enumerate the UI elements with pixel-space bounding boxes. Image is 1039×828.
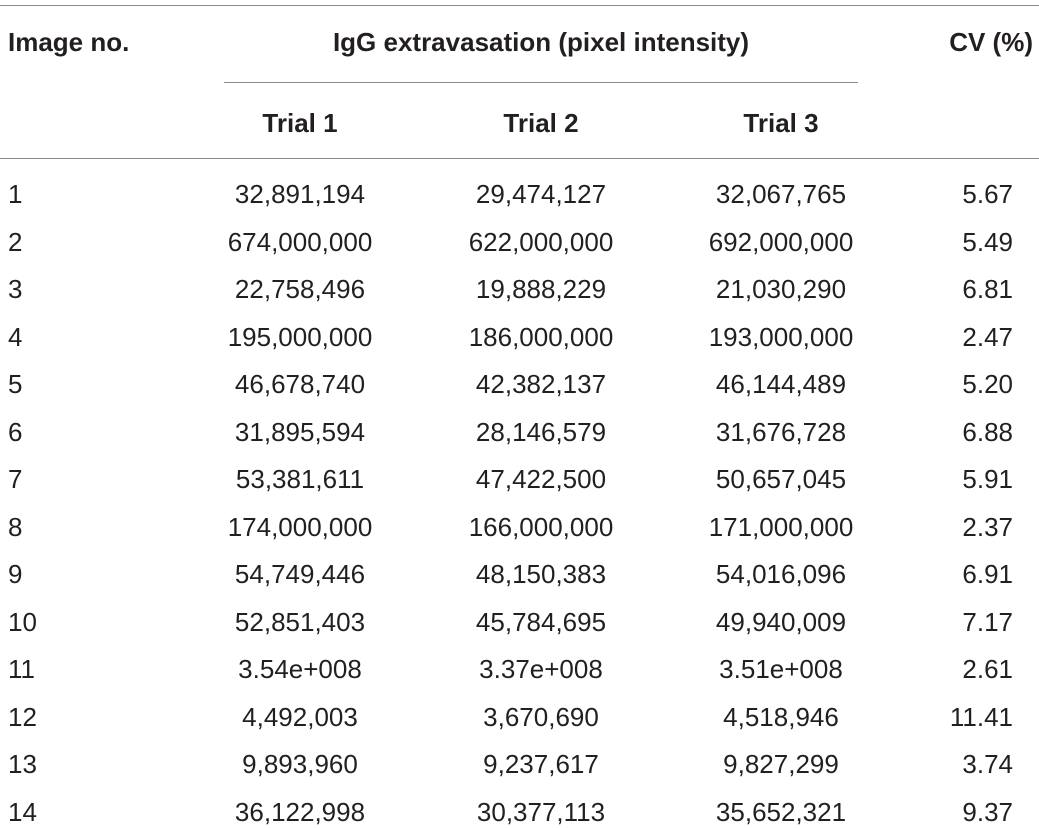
cell-cv: 2.61: [962, 654, 1013, 684]
cell-trial-1: 36,122,998: [234, 797, 366, 827]
cell-cv: 2.47: [962, 322, 1013, 352]
cell-image-no: 10: [8, 607, 37, 637]
cell-cv: 5.67: [962, 179, 1013, 209]
cell-trial-1: 195,000,000: [227, 322, 373, 352]
cell-trial-1: 31,895,594: [234, 417, 366, 447]
cell-trial-1: 4,492,003: [242, 702, 358, 732]
cell-trial-2: 48,150,383: [475, 559, 607, 589]
cell-cv: 5.49: [962, 227, 1013, 257]
cell-trial-2: 3.37e+008: [479, 654, 603, 684]
cell-trial-3: 54,016,096: [715, 559, 847, 589]
cell-trial-3: 171,000,000: [708, 512, 854, 542]
cell-image-no: 7: [8, 464, 23, 494]
header-igg-extravasation: IgG extravasation (pixel intensity): [332, 27, 750, 57]
cell-trial-3: 9,827,299: [723, 749, 839, 779]
group-header-rule: [224, 82, 858, 83]
cell-trial-3: 32,067,765: [715, 179, 847, 209]
cell-cv: 6.91: [962, 559, 1013, 589]
cell-trial-2: 45,784,695: [475, 607, 607, 637]
cell-cv: 11.41: [949, 702, 1013, 732]
cell-trial-1: 174,000,000: [227, 512, 373, 542]
cell-trial-2: 186,000,000: [468, 322, 614, 352]
cell-image-no: 9: [8, 559, 23, 589]
cell-trial-1: 9,893,960: [242, 749, 358, 779]
cell-image-no: 5: [8, 369, 23, 399]
cell-trial-3: 31,676,728: [715, 417, 847, 447]
cell-trial-3: 35,652,321: [715, 797, 847, 827]
cell-trial-2: 622,000,000: [468, 227, 614, 257]
cell-trial-2: 19,888,229: [475, 274, 607, 304]
header-image-no: Image no.: [8, 27, 130, 57]
header-bottom-rule: [0, 158, 1039, 159]
cell-cv: 2.37: [962, 512, 1013, 542]
cell-trial-2: 28,146,579: [475, 417, 607, 447]
cell-cv: 6.88: [962, 417, 1013, 447]
cell-trial-3: 193,000,000: [708, 322, 854, 352]
cell-trial-1: 46,678,740: [234, 369, 366, 399]
table-top-rule: [0, 5, 1039, 6]
cell-trial-1: 674,000,000: [227, 227, 373, 257]
header-cv: CV (%): [949, 27, 1033, 57]
cell-trial-2: 9,237,617: [483, 749, 599, 779]
cell-image-no: 14: [8, 797, 37, 827]
cell-cv: 3.74: [962, 749, 1013, 779]
cell-trial-2: 166,000,000: [468, 512, 614, 542]
cell-trial-2: 29,474,127: [475, 179, 607, 209]
cell-cv: 6.81: [962, 274, 1013, 304]
header-trial-2: Trial 2: [503, 108, 579, 138]
header-trial-3: Trial 3: [743, 108, 819, 138]
cell-trial-1: 53,381,611: [235, 464, 365, 494]
header-trial-1: Trial 1: [262, 108, 338, 138]
cell-trial-1: 22,758,496: [234, 274, 366, 304]
cell-trial-3: 4,518,946: [723, 702, 839, 732]
cell-cv: 7.17: [962, 607, 1013, 637]
cell-image-no: 1: [8, 179, 23, 209]
cell-cv: 5.91: [962, 464, 1013, 494]
cell-trial-3: 49,940,009: [715, 607, 847, 637]
cell-trial-3: 46,144,489: [715, 369, 847, 399]
cell-trial-2: 3,670,690: [483, 702, 599, 732]
cell-trial-2: 30,377,113: [476, 797, 606, 827]
cell-trial-3: 50,657,045: [715, 464, 847, 494]
cell-image-no: 13: [8, 749, 37, 779]
cell-image-no: 2: [8, 227, 23, 257]
cell-trial-3: 692,000,000: [708, 227, 854, 257]
cell-image-no: 3: [8, 274, 23, 304]
cell-trial-1: 32,891,194: [234, 179, 366, 209]
cell-image-no: 12: [8, 702, 37, 732]
cell-trial-3: 21,030,290: [715, 274, 847, 304]
cell-trial-2: 42,382,137: [475, 369, 607, 399]
cell-image-no: 4: [8, 322, 23, 352]
cell-cv: 5.20: [962, 369, 1013, 399]
cell-trial-1: 3.54e+008: [238, 654, 362, 684]
cell-trial-3: 3.51e+008: [719, 654, 843, 684]
cell-trial-1: 52,851,403: [234, 607, 366, 637]
cell-trial-1: 54,749,446: [234, 559, 366, 589]
cell-cv: 9.37: [962, 797, 1013, 827]
cell-image-no: 8: [8, 512, 23, 542]
cell-trial-2: 47,422,500: [475, 464, 607, 494]
cell-image-no: 11: [8, 654, 35, 684]
cell-image-no: 6: [8, 417, 23, 447]
